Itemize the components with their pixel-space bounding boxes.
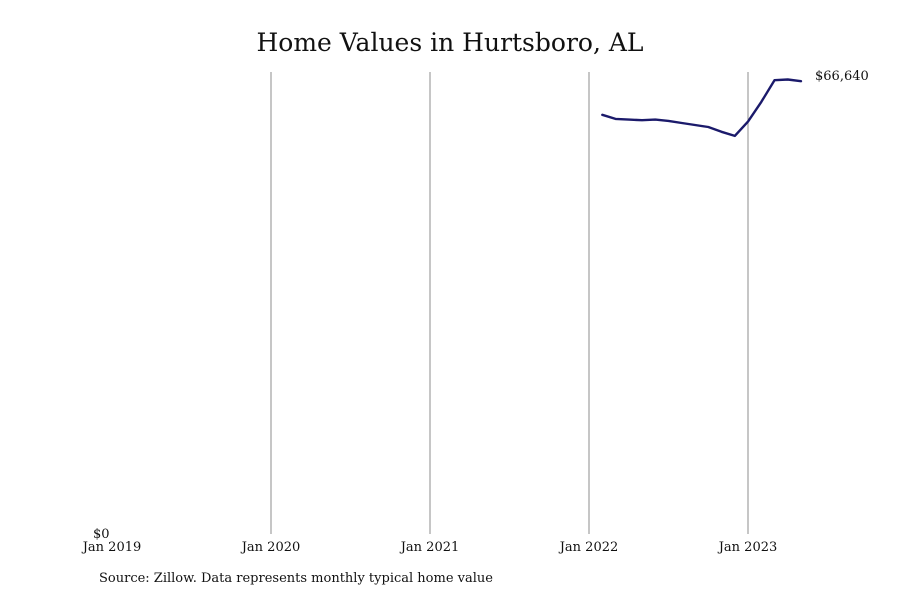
- data-point-2022-05: [640, 118, 644, 122]
- source-note: Source: Zillow. Data represents monthly …: [99, 571, 493, 586]
- data-point-2023-05: [799, 79, 803, 83]
- x-tick-label-2020: Jan 2020: [240, 540, 301, 555]
- data-point-2022-03: [614, 117, 618, 121]
- data-point-2022-12: [733, 134, 737, 138]
- data-points: [600, 77, 803, 137]
- data-point-2022-08: [680, 121, 684, 125]
- data-point-2022-07: [667, 119, 671, 123]
- home-value-line: [601, 78, 803, 138]
- x-tick-label-2023: Jan 2023: [717, 540, 778, 555]
- data-point-2022-06: [653, 118, 657, 122]
- data-point-2023-02: [759, 100, 763, 104]
- y-axis-zero-label: $0: [93, 527, 110, 542]
- x-tick-label-2021: Jan 2021: [399, 540, 460, 555]
- data-point-2022-10: [706, 125, 710, 129]
- chart-title: Home Values in Hurtsboro, AL: [256, 28, 644, 57]
- x-tick-label-2019: Jan 2019: [81, 540, 142, 555]
- data-point-2022-04: [627, 118, 631, 122]
- data-point-2022-02: [600, 113, 604, 117]
- data-point-2023-04: [786, 77, 790, 81]
- data-point-2023-03: [773, 78, 777, 82]
- data-point-2023-01: [746, 120, 750, 124]
- gridlines: [270, 72, 749, 534]
- x-axis-ticks: Jan 2019 Jan 2020 Jan 2021 Jan 2022 Jan 2023: [81, 540, 778, 555]
- x-tick-label-2022: Jan 2022: [558, 540, 619, 555]
- data-point-2022-11: [720, 130, 724, 134]
- data-point-2022-09: [693, 123, 697, 127]
- end-value-label: $66,640: [815, 69, 869, 84]
